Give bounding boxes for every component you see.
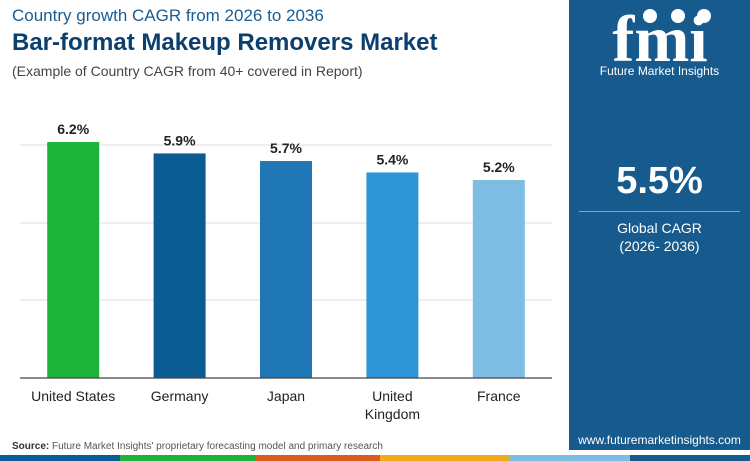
side-panel: fmi Future Market Insights 5.5% Global C… [569, 0, 750, 450]
global-cagr-value: 5.5% [616, 160, 703, 202]
bar-chart: 6.2% United States 5.9% Germany 5.7% Japan 5.4… [20, 121, 552, 422]
source-note: Source: Future Market Insights' propriet… [12, 441, 383, 452]
fmi-logo-mark: fmi [612, 6, 711, 66]
chart-title: Bar-format Makeup Removers Market [12, 29, 438, 56]
bar [366, 172, 419, 378]
data-label: 5.7% [270, 140, 302, 156]
global-cagr-label: Global CAGR [617, 220, 702, 236]
x-tick-label: Japan [267, 388, 305, 404]
bar [47, 142, 100, 378]
bar [153, 153, 206, 378]
bar [260, 161, 312, 378]
divider [579, 211, 740, 212]
data-label: 6.2% [57, 121, 89, 137]
footer-segment [0, 455, 120, 461]
footer-segment [380, 455, 510, 461]
x-tick-label: Kingdom [365, 406, 420, 422]
svg-text:fmi: fmi [612, 6, 707, 66]
chart-subtitle: Country growth CAGR from 2026 to 2036 [12, 6, 324, 25]
footer-segment [630, 455, 750, 461]
data-label: 5.9% [164, 132, 196, 148]
x-tick-label: France [477, 388, 521, 404]
bar [472, 180, 525, 378]
website-link[interactable]: www.futuremarketinsights.com [578, 433, 741, 447]
data-label: 5.2% [483, 159, 515, 175]
fmi-logo: fmi Future Market Insights [569, 6, 750, 78]
x-tick-label: United [372, 388, 412, 404]
footer-segment [255, 455, 380, 461]
x-tick-label: Germany [151, 388, 209, 404]
global-cagr-period: (2026- 2036) [619, 238, 700, 254]
source-label: Source: [12, 441, 50, 452]
chart-note: (Example of Country CAGR from 40+ covere… [12, 63, 363, 79]
footer-segment [120, 455, 255, 461]
logo-tagline: Future Market Insights [599, 64, 720, 78]
source-text: Future Market Insights' proprietary fore… [52, 441, 383, 452]
footer-segment [510, 455, 630, 461]
data-label: 5.4% [376, 151, 408, 167]
x-tick-label: United States [31, 388, 115, 404]
